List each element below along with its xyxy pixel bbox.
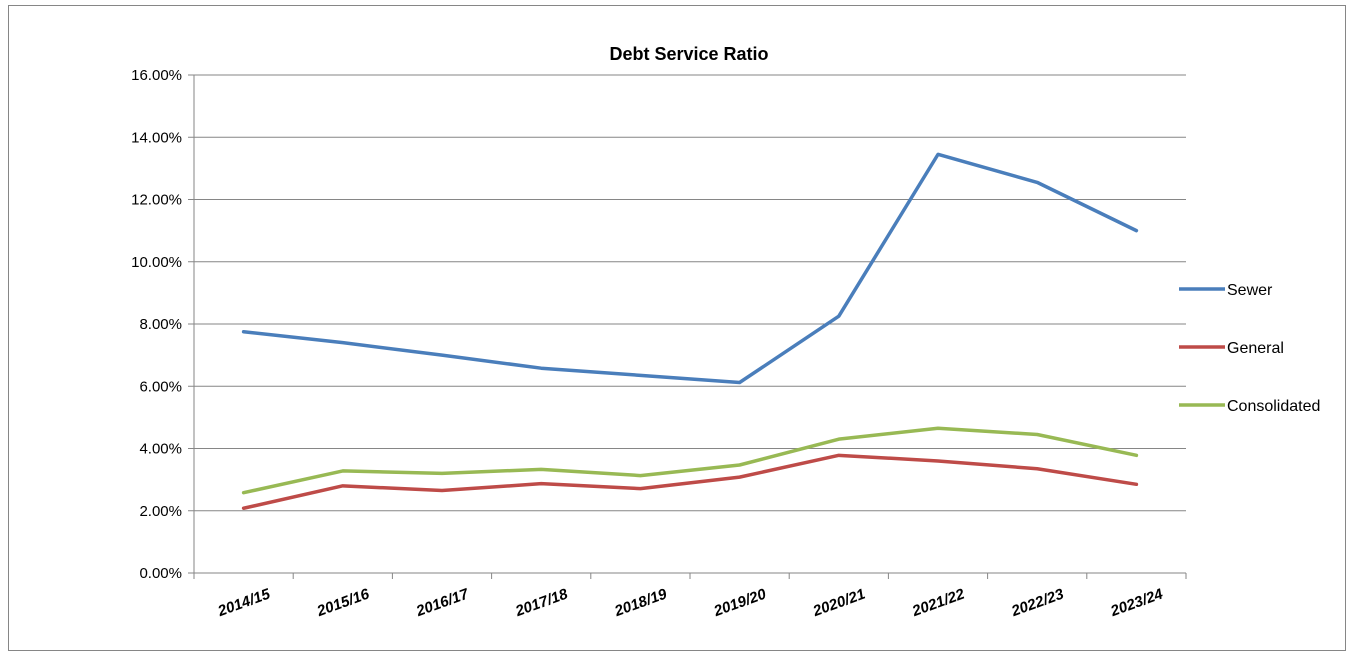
x-tick-label: 2019/20 xyxy=(711,585,769,620)
y-tick-label: 16.00% xyxy=(131,67,182,84)
series-line-general xyxy=(241,453,1139,511)
legend-label-general: General xyxy=(1227,340,1284,357)
x-tick-label: 2023/24 xyxy=(1108,585,1166,620)
legend-label-sewer: Sewer xyxy=(1227,282,1273,299)
chart-title: Debt Service Ratio xyxy=(609,44,768,64)
chart-frame: Debt Service Ratio 0.00% 2.00% 4.00% 6.00% 8… xyxy=(8,5,1346,651)
series-lines xyxy=(241,152,1139,511)
y-tick-label: 8.00% xyxy=(139,316,182,333)
y-tick-label: 6.00% xyxy=(139,378,182,395)
x-tick-label: 2018/19 xyxy=(612,585,670,620)
x-tick-label: 2016/17 xyxy=(413,585,471,620)
y-tick-label: 2.00% xyxy=(139,503,182,520)
x-tick-label: 2017/18 xyxy=(512,585,570,620)
y-tick-label: 12.00% xyxy=(131,192,182,209)
series-line-consolidated xyxy=(241,426,1139,495)
x-tick-label: 2014/15 xyxy=(215,585,273,620)
legend-label-consolidated: Consolidated xyxy=(1227,398,1320,415)
x-tick-label: 2015/16 xyxy=(314,585,372,620)
y-axis-ticks: 0.00% 2.00% 4.00% 6.00% 8.00% 10.00% 12.00% 14.… xyxy=(131,67,194,582)
line-chart: Debt Service Ratio 0.00% 2.00% 4.00% 6.00% 8… xyxy=(131,44,1320,621)
gridlines xyxy=(194,74,1186,512)
y-tick-label: 10.00% xyxy=(131,254,182,271)
x-tick-label: 2022/23 xyxy=(1008,585,1066,620)
legend: Sewer General Consolidated xyxy=(1179,282,1320,415)
x-tick-label: 2020/21 xyxy=(810,586,868,621)
x-tick-label: 2021/22 xyxy=(909,585,967,620)
y-tick-label: 0.00% xyxy=(139,565,182,582)
series-line-sewer xyxy=(241,152,1139,385)
y-tick-label: 4.00% xyxy=(139,441,182,458)
x-axis-ticks: 2014/15 2015/16 2016/17 2017/18 2018/19 2019/… xyxy=(193,573,1187,621)
y-tick-label: 14.00% xyxy=(131,129,182,146)
